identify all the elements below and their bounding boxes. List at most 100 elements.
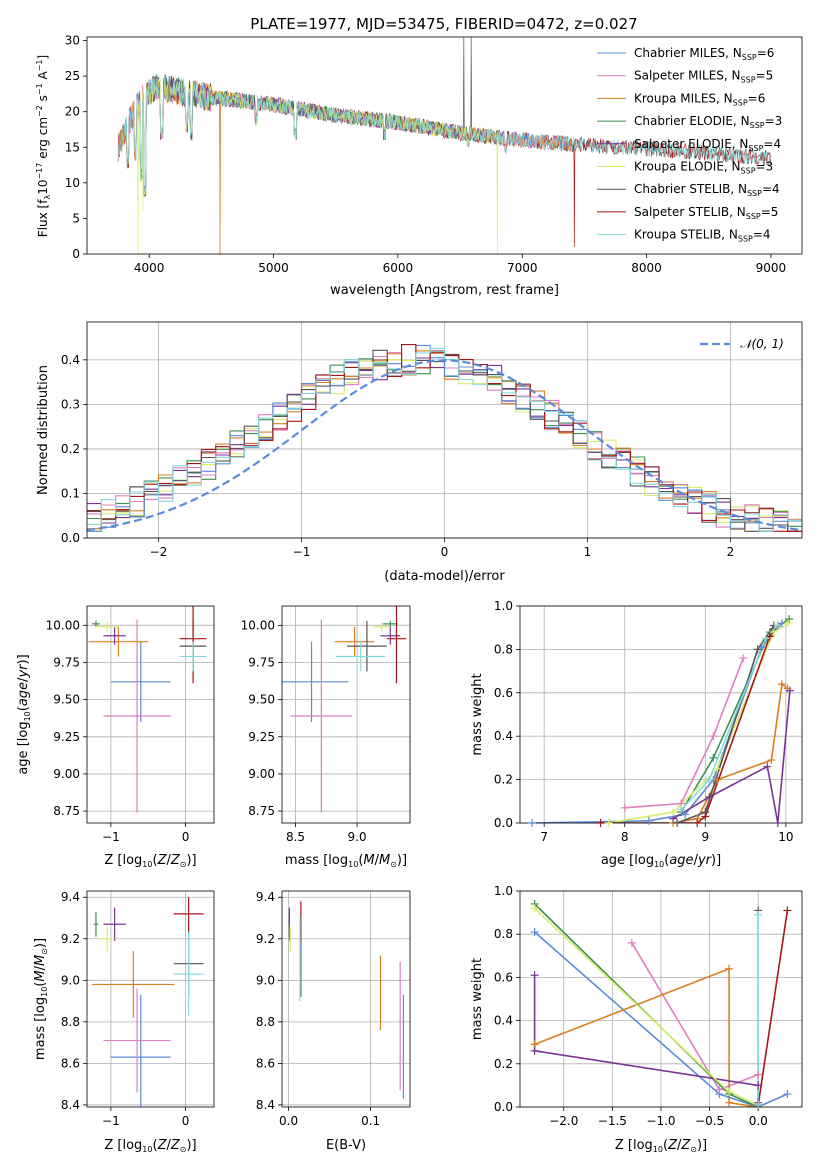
x-tick-label: 7 xyxy=(540,830,548,844)
y-axis-label: mass weight xyxy=(470,958,485,1040)
weight-marker xyxy=(669,808,678,817)
weight-marker xyxy=(784,619,793,628)
x-tick-label: −1.5 xyxy=(598,1114,627,1128)
y-tick-label: 1.0 xyxy=(494,884,513,898)
y-tick-label: 0.1 xyxy=(61,486,80,500)
x-tick-label: 0.0 xyxy=(749,1114,768,1128)
y-tick-label: 9.00 xyxy=(248,767,275,781)
weight-marker xyxy=(785,615,794,624)
weight-marker xyxy=(785,686,794,695)
weight-marker xyxy=(725,1098,734,1107)
x-tick-label: 9.0 xyxy=(348,830,367,844)
axes-residuals: −2 −1 0 1 2 0.0 0.1 0.2 0.3 0.4 𝒩(0, 1) (data-model… xyxy=(36,321,803,584)
y-tick-label: 10 xyxy=(65,176,80,190)
axes-frame xyxy=(281,890,411,1108)
x-tick-label: 8.5 xyxy=(286,830,305,844)
weight-marker xyxy=(763,762,772,771)
weight-marker xyxy=(753,645,762,654)
y-tick-label: 8.8 xyxy=(61,1015,80,1029)
axes-z-age: −1 0 8.75 9.00 9.25 9.50 9.75 10.00 Z [log10(Z/Z… xyxy=(16,605,215,869)
y-tick-label: 8.8 xyxy=(256,1015,275,1029)
x-tick-label: 2 xyxy=(727,545,735,559)
axes-frame xyxy=(281,605,411,824)
axes-age-weight: 7 8 9 10 0.0 0.2 0.4 0.6 0.8 1.0 age [log10(age/yr… xyxy=(470,599,803,869)
y-tick-label: 8.75 xyxy=(248,804,275,818)
y-tick-label: 0.2 xyxy=(61,442,80,456)
weight-marker xyxy=(761,634,770,643)
x-tick-label: 5000 xyxy=(258,261,289,275)
histogram-series xyxy=(87,344,802,532)
normal-curve xyxy=(87,359,802,532)
x-tick-label: −1 xyxy=(293,545,311,559)
y-tick-label: 5 xyxy=(72,211,80,225)
axes-frame xyxy=(86,321,803,539)
y-tick-label: 20 xyxy=(65,105,80,119)
y-tick-label: 8.6 xyxy=(61,1056,80,1070)
weight-marker xyxy=(725,964,734,973)
weight-marker xyxy=(620,803,629,812)
y-tick-label: 0.2 xyxy=(494,773,513,787)
weight-marker xyxy=(713,764,722,773)
axes-frame xyxy=(519,605,803,824)
x-tick-label: −2.0 xyxy=(549,1114,578,1128)
weight-marker xyxy=(530,904,539,913)
x-tick-label: −1 xyxy=(102,1114,120,1128)
legend-entry: Salpeter ELODIE, NSSP=4 xyxy=(634,137,781,153)
x-tick-label: 0.0 xyxy=(279,1114,298,1128)
y-tick-label: 30 xyxy=(65,34,80,48)
weight-marker xyxy=(530,928,539,937)
x-tick-label: 0 xyxy=(182,1114,190,1128)
plot-area-z-weight xyxy=(533,903,789,1107)
weight-marker xyxy=(644,816,653,825)
weight-marker xyxy=(709,732,718,741)
weight-marker xyxy=(627,938,636,947)
y-tick-label: 8.6 xyxy=(256,1056,275,1070)
weight-line xyxy=(624,657,744,809)
weight-line xyxy=(532,622,783,823)
x-axis-label: (data-model)/error xyxy=(384,569,505,584)
x-tick-label: 8000 xyxy=(631,261,662,275)
y-tick-label: 8.75 xyxy=(53,804,80,818)
axes-z-weight: −2.0 −1.5 −1.0 −0.5 0.0 0.0 0.2 0.4 0.6 0.8 1.0 Z [… xyxy=(470,884,803,1154)
axes-ebv-mass: 0.0 0.1 8.4 8.6 8.8 9.0 9.2 9.4 E(B-V) xyxy=(256,890,411,1153)
weight-line xyxy=(672,682,788,823)
weight-marker xyxy=(767,756,776,765)
x-tick-label: 10 xyxy=(778,830,793,844)
x-tick-label: 8 xyxy=(621,830,629,844)
plot-area-z-mass xyxy=(92,897,204,1107)
y-tick-label: 9.2 xyxy=(256,932,275,946)
y-tick-label: 0.6 xyxy=(494,686,513,700)
legend-entry: Salpeter STELIB, NSSP=5 xyxy=(634,205,778,221)
y-tick-label: 9.50 xyxy=(53,693,80,707)
y-tick-label: 0.4 xyxy=(494,729,513,743)
y-tick-label: 25 xyxy=(65,69,80,83)
y-tick-label: 9.4 xyxy=(256,890,275,904)
y-tick-label: 15 xyxy=(65,140,80,154)
y-tick-label: 0.0 xyxy=(61,531,80,545)
x-axis-label: E(B-V) xyxy=(326,1138,366,1153)
weight-marker xyxy=(705,792,714,801)
weight-marker xyxy=(701,812,710,821)
y-tick-label: 0.0 xyxy=(494,1100,513,1114)
plot-area-z-age xyxy=(88,606,207,813)
axes-mass-age: 8.5 9.0 8.75 9.00 9.25 9.50 9.75 10.00 mass [log… xyxy=(241,605,411,869)
weight-marker xyxy=(754,1070,763,1079)
y-tick-label: 9.75 xyxy=(248,655,275,669)
y-tick-label: 0.8 xyxy=(494,642,513,656)
x-axis-label: Z [log10(Z/Z⊙)] xyxy=(104,1138,196,1154)
weight-marker xyxy=(783,1090,792,1099)
y-axis-label: Flux [fλ10−17 erg cm−2 s−1 A−1] xyxy=(35,55,52,237)
y-tick-label: 9.00 xyxy=(53,767,80,781)
weight-marker xyxy=(705,775,714,784)
plot-area-ebv-mass xyxy=(288,901,405,1099)
y-tick-label: 9.0 xyxy=(61,973,80,987)
axes-spectrum: 4000 5000 6000 7000 8000 9000 0 5 10 15 20 25 30 wave… xyxy=(35,34,803,298)
axes-frame xyxy=(86,605,215,824)
weight-marker xyxy=(757,643,766,652)
x-tick-label: 0 xyxy=(182,830,190,844)
y-tick-label: 0.2 xyxy=(494,1057,513,1071)
y-tick-label: 10.00 xyxy=(46,618,80,632)
y-axis-label: Normed distribution xyxy=(36,365,51,495)
x-axis-label: wavelength [Angstrom, rest frame] xyxy=(330,283,559,298)
